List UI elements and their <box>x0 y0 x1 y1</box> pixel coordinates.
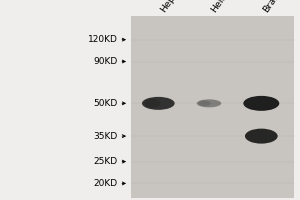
Bar <box>130 16 294 198</box>
Text: 20KD: 20KD <box>94 179 118 188</box>
Text: 90KD: 90KD <box>94 57 118 66</box>
Text: 120KD: 120KD <box>88 35 118 44</box>
Ellipse shape <box>197 99 221 107</box>
Ellipse shape <box>198 101 211 106</box>
Ellipse shape <box>142 97 175 110</box>
Text: 25KD: 25KD <box>94 157 118 166</box>
Text: Hela: Hela <box>209 0 229 14</box>
Text: 35KD: 35KD <box>94 132 118 141</box>
Ellipse shape <box>144 99 160 108</box>
Ellipse shape <box>245 129 278 144</box>
Text: HepG2: HepG2 <box>158 0 184 14</box>
Ellipse shape <box>243 96 279 111</box>
Text: 50KD: 50KD <box>94 99 118 108</box>
Text: Brain: Brain <box>261 0 283 14</box>
